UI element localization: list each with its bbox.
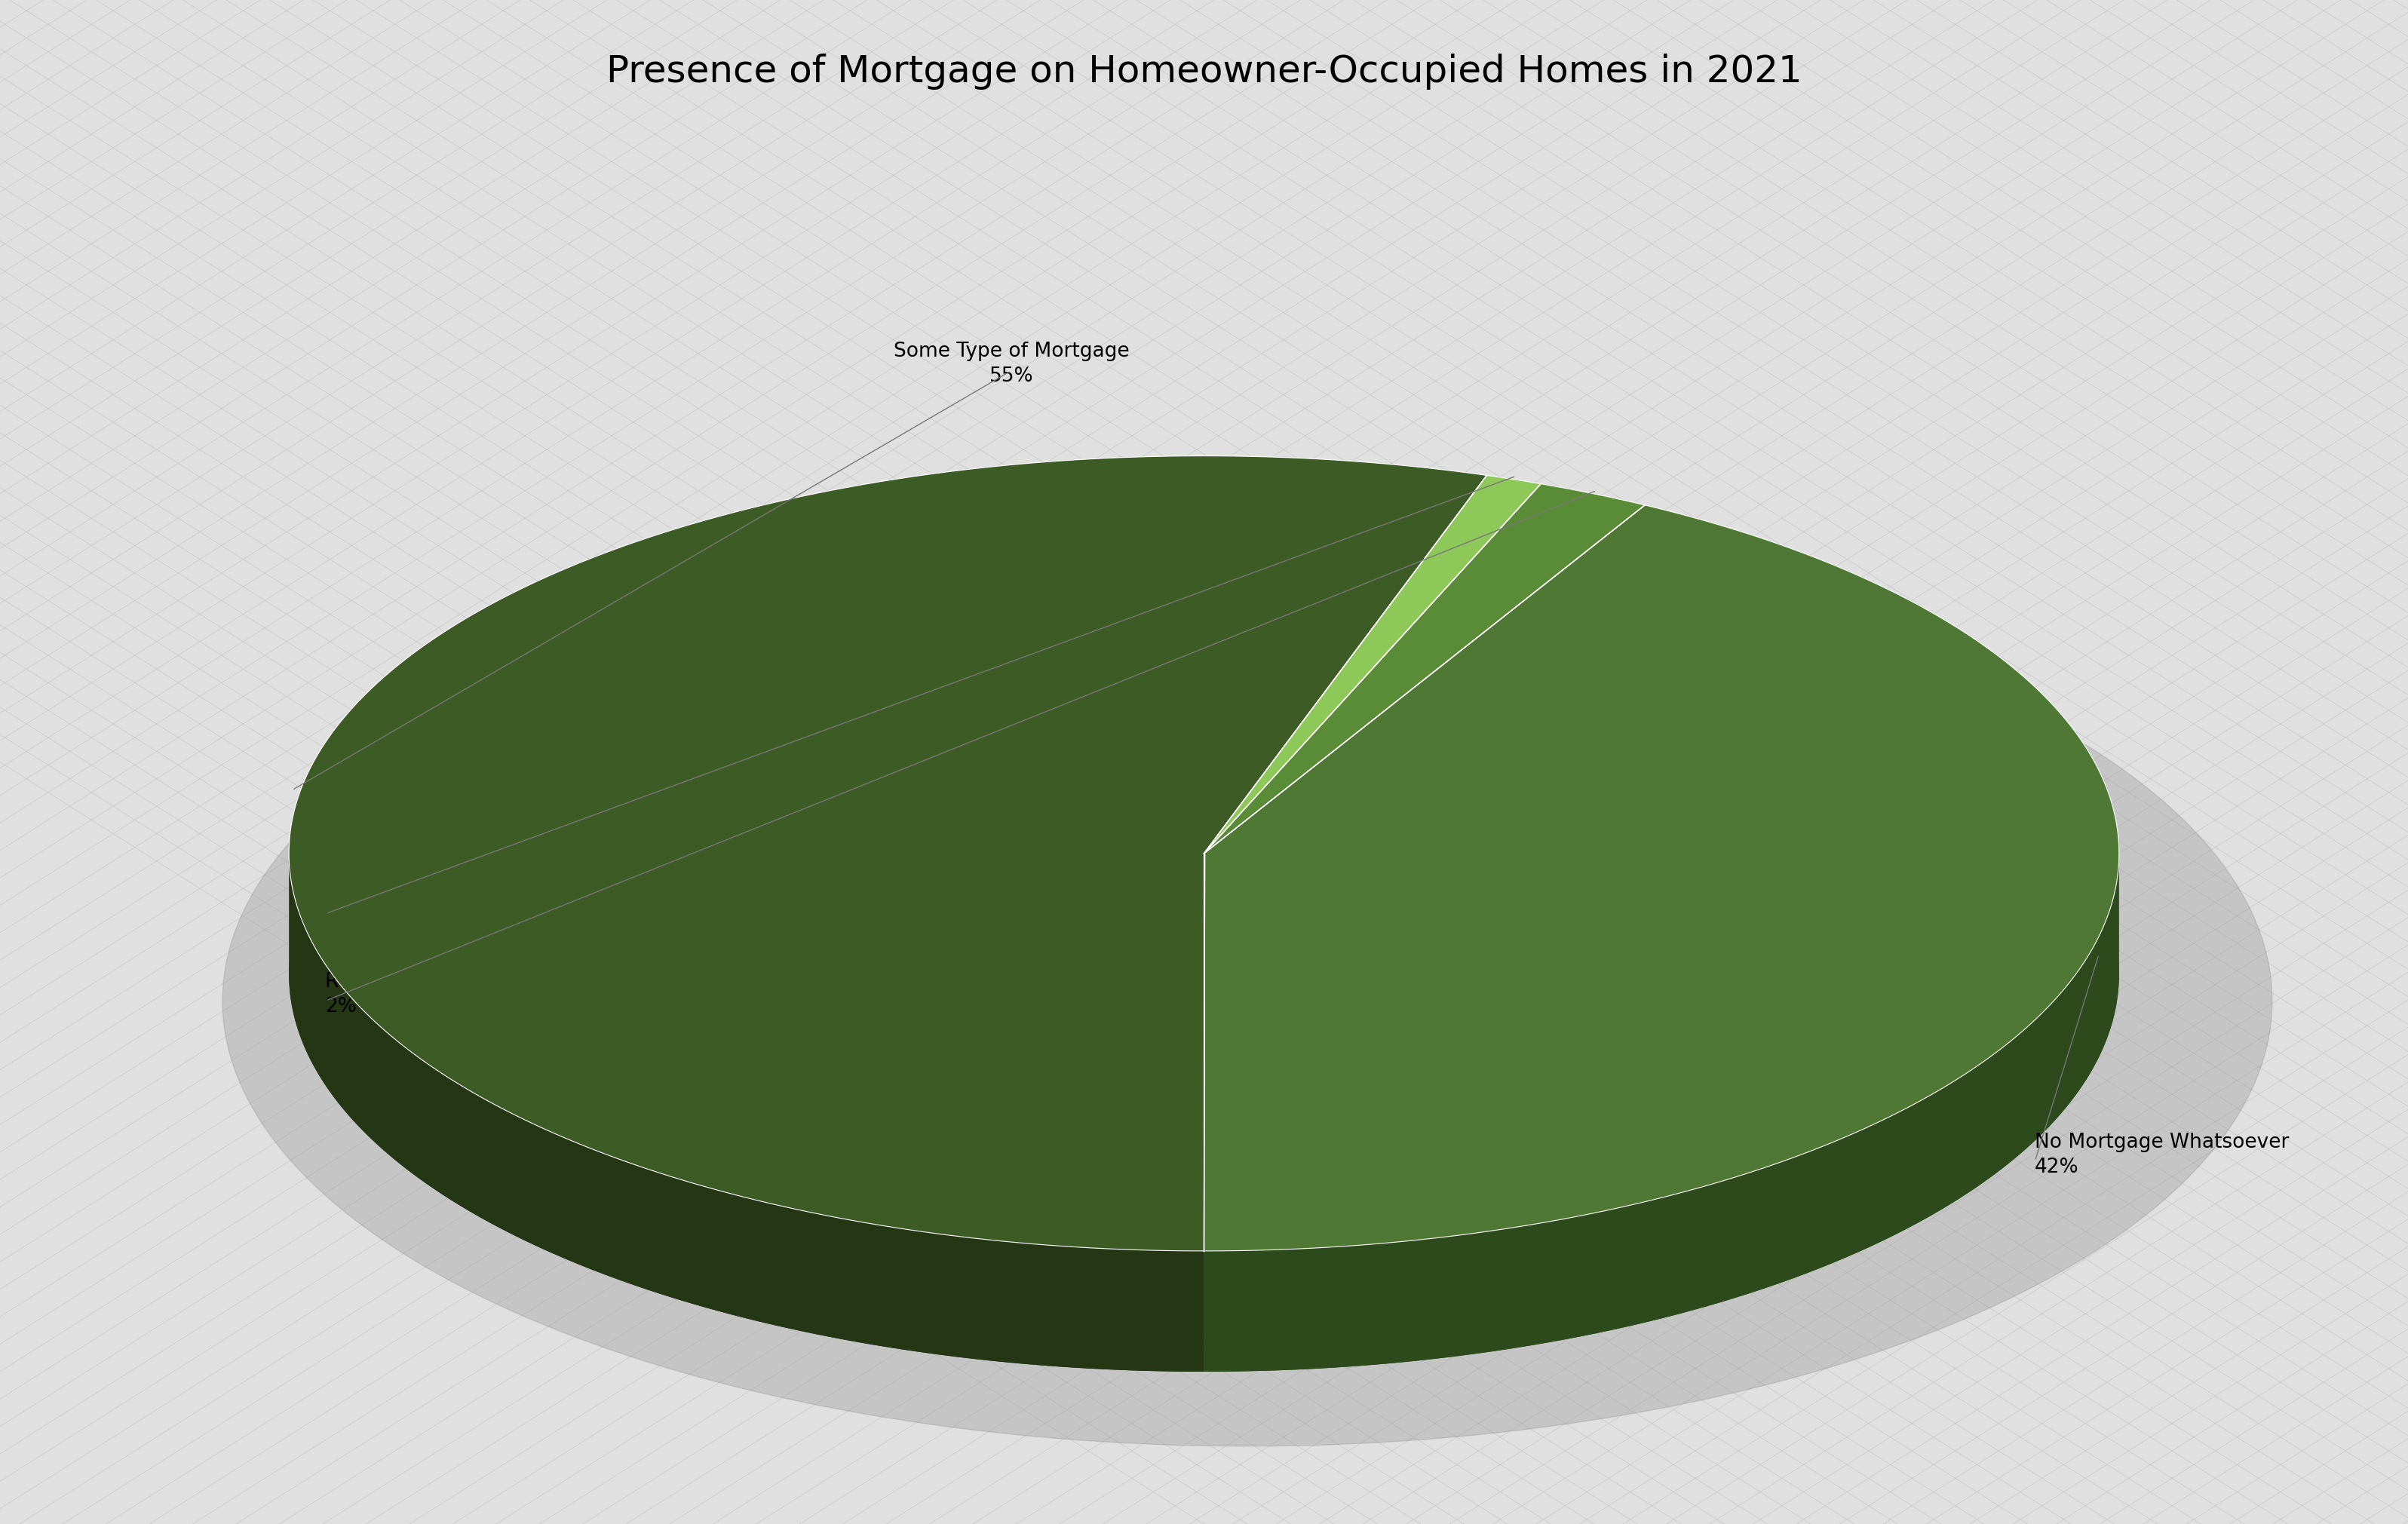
Polygon shape	[1204, 483, 1645, 853]
Text: Presence of Mortgage on Homeowner-Occupied Homes in 2021: Presence of Mortgage on Homeowner-Occupi…	[607, 53, 1801, 90]
Polygon shape	[1204, 504, 2119, 1251]
Polygon shape	[1204, 475, 1541, 853]
Polygon shape	[1204, 626, 2119, 1372]
Polygon shape	[289, 456, 1486, 1251]
Text: Reverse Mortgage Only: Reverse Mortgage Only	[325, 972, 559, 992]
Ellipse shape	[222, 556, 2273, 1446]
Text: Some Type of Mortgage: Some Type of Mortgage	[893, 341, 1129, 361]
Polygon shape	[1204, 853, 2119, 1372]
Text: 1%: 1%	[325, 910, 356, 930]
Text: 55%: 55%	[990, 367, 1033, 386]
Text: 42%: 42%	[2035, 1158, 2078, 1178]
Polygon shape	[1204, 596, 1541, 974]
Polygon shape	[289, 576, 1486, 1372]
Text: 2%: 2%	[325, 997, 356, 1017]
Polygon shape	[1204, 605, 1645, 974]
Text: Home Equity Line of Credit Only: Home Equity Line of Credit Only	[325, 885, 645, 904]
Polygon shape	[289, 855, 1204, 1372]
Text: No Mortgage Whatsoever: No Mortgage Whatsoever	[2035, 1132, 2290, 1152]
